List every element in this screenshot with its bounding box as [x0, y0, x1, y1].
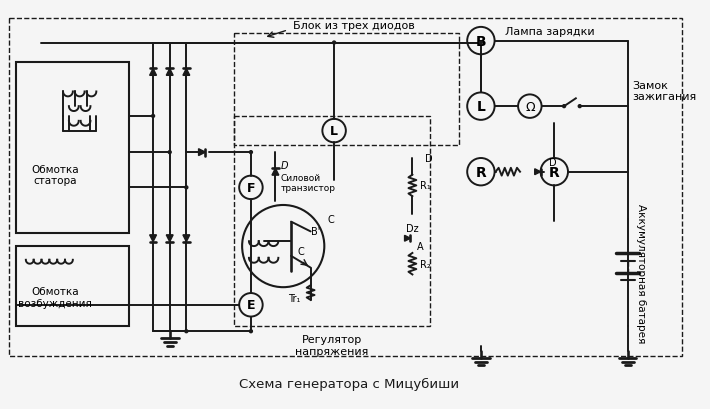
Circle shape	[333, 42, 336, 45]
Text: A: A	[417, 241, 424, 252]
Bar	[16, 63, 129, 234]
Text: Схема генератора с Мицубиши: Схема генератора с Мицубиши	[239, 377, 459, 390]
Bar	[9, 19, 682, 356]
Text: L: L	[330, 125, 338, 138]
Polygon shape	[183, 235, 190, 242]
Polygon shape	[535, 169, 540, 175]
Text: Блок из трех диодов: Блок из трех диодов	[293, 21, 415, 31]
Text: B: B	[476, 34, 486, 48]
Text: E: E	[246, 299, 255, 312]
Text: D: D	[280, 160, 288, 171]
Text: D: D	[550, 157, 557, 168]
Text: C: C	[298, 246, 305, 256]
Text: R: R	[476, 165, 486, 179]
Bar	[234, 34, 459, 146]
Polygon shape	[166, 69, 173, 76]
Bar	[234, 117, 430, 326]
Circle shape	[249, 330, 252, 333]
Text: Обмотка
возбуждения: Обмотка возбуждения	[18, 286, 92, 308]
Circle shape	[185, 187, 188, 189]
Circle shape	[249, 151, 252, 154]
Text: Замок
зажигания: Замок зажигания	[633, 81, 697, 102]
Circle shape	[578, 106, 581, 108]
Text: F: F	[246, 182, 255, 194]
Text: Ω: Ω	[525, 100, 535, 113]
Polygon shape	[166, 235, 173, 242]
Text: D: D	[425, 154, 432, 164]
Circle shape	[152, 115, 155, 118]
Text: R₂: R₂	[420, 259, 431, 269]
Circle shape	[479, 42, 482, 45]
Polygon shape	[150, 235, 156, 242]
Circle shape	[185, 330, 188, 333]
Polygon shape	[272, 169, 279, 176]
Text: Tr₁: Tr₁	[288, 293, 300, 303]
Text: R₁: R₁	[420, 181, 431, 191]
Text: Обмотка
статора: Обмотка статора	[31, 164, 79, 186]
Text: Регулятор
напряжения: Регулятор напряжения	[295, 334, 368, 356]
Circle shape	[562, 106, 566, 108]
Text: B': B'	[310, 227, 320, 237]
Text: Dz: Dz	[405, 224, 418, 234]
Polygon shape	[405, 236, 410, 242]
Text: Силовой
транзистор: Силовой транзистор	[280, 173, 335, 193]
Text: R: R	[549, 165, 559, 179]
Text: Лампа зарядки: Лампа зарядки	[506, 27, 595, 36]
Polygon shape	[199, 149, 205, 156]
Text: C: C	[327, 214, 334, 224]
Polygon shape	[150, 69, 156, 76]
Bar	[16, 247, 129, 326]
Circle shape	[168, 151, 171, 154]
Text: Аккумуляторная батарея: Аккумуляторная батарея	[635, 203, 645, 342]
Text: L: L	[476, 100, 486, 114]
Polygon shape	[183, 69, 190, 76]
